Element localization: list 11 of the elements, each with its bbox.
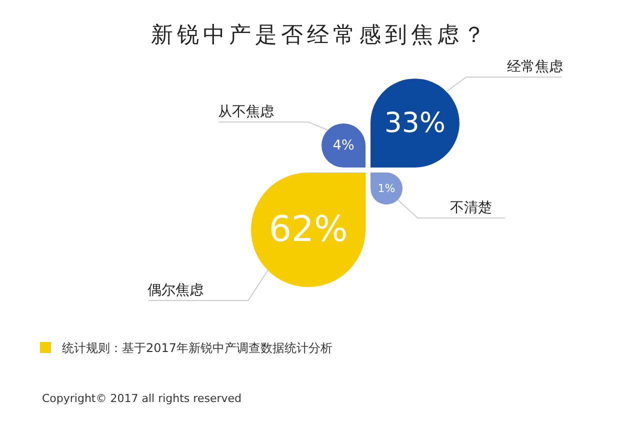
text: 新锐中产是否经常感到焦虑？: [151, 23, 489, 48]
text: Copyright© 2017 all rights reserved: [42, 392, 242, 405]
category-label: 不清楚: [450, 200, 492, 216]
category-label: 经常焦虑: [506, 59, 563, 76]
category-label: 从不焦虑: [218, 104, 274, 120]
text: 统计规则：基于2017年新锐中产调查数据统计分析: [62, 341, 333, 355]
data-label: 1%: [378, 182, 396, 195]
data-label: 62%: [268, 209, 348, 250]
data-label: 33%: [384, 107, 446, 140]
category-label: 偶尔焦虑: [148, 282, 204, 298]
data-label: 4%: [332, 138, 354, 154]
